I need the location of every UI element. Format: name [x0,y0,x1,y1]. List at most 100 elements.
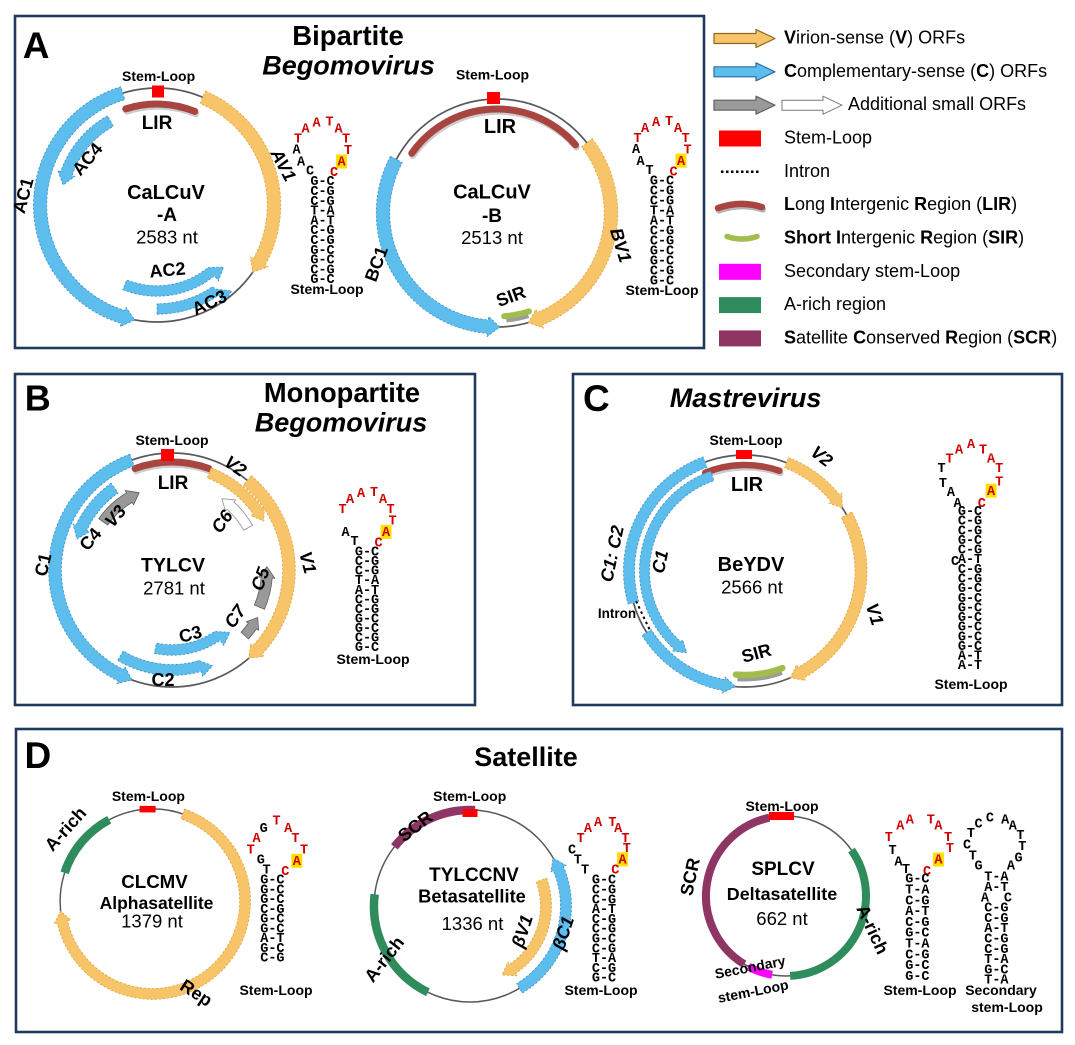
svg-text:A: A [981,892,990,907]
svg-text:Stem-Loop: Stem-Loop [784,128,872,148]
svg-text:C-G: C-G [650,194,674,209]
svg-text:G-C: G-C [958,640,982,655]
svg-text:T: T [291,832,299,847]
svg-text:2566 nt: 2566 nt [721,577,783,598]
svg-text:G-C: G-C [958,601,982,616]
svg-text:T: T [946,842,954,857]
svg-text:Virion-sense (V) ORFs: Virion-sense (V) ORFs [784,28,965,48]
svg-text:G-C: G-C [650,174,674,189]
svg-text:G-C: G-C [650,274,674,289]
svg-text:G: G [974,859,982,874]
svg-text:T: T [294,133,302,148]
svg-text:A: A [934,819,943,834]
svg-text:T: T [247,844,255,859]
svg-text:C-G: C-G [355,593,379,608]
svg-text:C-G: C-G [650,224,674,239]
svg-text:A: A [293,855,302,870]
svg-text:T: T [927,814,935,829]
svg-text:T: T [885,831,893,846]
svg-text:A: A [23,25,50,66]
svg-text:T-A: T-A [984,974,1009,989]
svg-text:G-C: G-C [592,972,616,987]
svg-text:T: T [979,443,987,458]
svg-text:C-G: C-G [260,903,284,918]
svg-text:C-G: C-G [592,884,616,899]
svg-text:Secondary stem-Loop: Secondary stem-Loop [784,261,960,281]
svg-text:T: T [681,132,689,147]
svg-text:T: T [370,486,378,501]
svg-text:C: C [669,165,677,180]
svg-text:A: A [947,486,956,501]
svg-text:A-rich region: A-rich region [784,294,886,314]
svg-text:C-G: C-G [984,902,1008,917]
svg-text:T: T [273,815,281,830]
svg-text:G-C: G-C [355,613,379,628]
svg-text:Stem-Loop: Stem-Loop [934,676,1007,692]
svg-text:A: A [652,116,661,131]
svg-text:A: A [636,155,645,170]
svg-text:A: A [618,854,627,869]
svg-text:T-A: T-A [984,871,1009,886]
svg-text:A: A [896,819,905,834]
svg-text:A: A [677,155,686,170]
svg-text:Complementary-sense (C) ORFs: Complementary-sense (C) ORFs [784,61,1047,81]
svg-text:T-A: T-A [984,953,1009,968]
svg-text:G-C: G-C [592,874,616,889]
svg-text:T: T [342,133,350,148]
svg-text:A: A [301,123,310,138]
svg-text:Intron: Intron [784,161,830,181]
svg-text:T: T [889,844,897,859]
svg-text:T: T [939,477,947,492]
svg-text:CLCMV: CLCMV [121,871,188,892]
svg-text:G-C: G-C [592,933,616,948]
svg-text:T-A: T-A [905,884,930,899]
svg-text:A: A [614,822,623,837]
svg-text:Intron: Intron [598,606,636,621]
svg-text:G-C: G-C [260,883,284,898]
svg-text:T: T [969,850,977,865]
svg-text:C-G: C-G [260,952,284,967]
svg-text:G-C: G-C [905,873,929,888]
svg-text:G-C: G-C [310,273,334,288]
svg-text:C: C [951,555,959,570]
svg-text:A-T: A-T [958,650,982,665]
svg-text:Begomovirus: Begomovirus [255,408,428,438]
svg-text:Stem-Loop: Stem-Loop [290,281,363,297]
svg-text:G-C: G-C [260,922,284,937]
svg-text:A: A [934,854,943,869]
svg-text:Stem-Loop: Stem-Loop [239,982,312,998]
svg-text:T: T [300,844,308,859]
svg-text:A: A [346,493,355,508]
svg-text:A: A [334,123,343,138]
svg-text:C-G: C-G [984,933,1008,948]
svg-text:T: T [350,535,358,550]
svg-text:CaLCuV: CaLCuV [453,182,531,204]
svg-text:Stem-Loop: Stem-Loop [336,651,409,667]
svg-text:A: A [641,122,650,137]
svg-text:T: T [386,503,394,518]
svg-text:C-G: C-G [592,913,616,928]
svg-text:T: T [574,854,582,869]
svg-text:Alphasatellite: Alphasatellite [100,893,214,913]
svg-text:C-G: C-G [905,916,929,931]
svg-text:A: A [312,117,321,132]
svg-text:G-C: G-C [310,244,334,259]
svg-text:G: G [1014,852,1022,867]
svg-text:A-T: A-T [984,881,1008,896]
svg-text:Stem-Loop: Stem-Loop [122,68,195,84]
svg-text:G-C: G-C [958,621,982,636]
svg-text:T: T [683,143,691,158]
svg-text:T: T [623,842,631,857]
svg-text:Satellite Conserved Region (SC: Satellite Conserved Region (SCR) [784,327,1057,347]
svg-text:T: T [621,832,629,847]
svg-text:G-C: G-C [310,254,334,269]
svg-text:C-G: C-G [958,573,982,588]
svg-text:C-G: C-G [958,563,982,578]
svg-text:A-T: A-T [260,932,284,947]
svg-text:TYLCV: TYLCV [141,555,205,577]
svg-text:A: A [1001,814,1010,829]
svg-text:T: T [325,116,333,131]
svg-text:A: A [379,493,388,508]
svg-text:G: G [257,854,265,869]
svg-text:C-G: C-G [905,948,929,963]
